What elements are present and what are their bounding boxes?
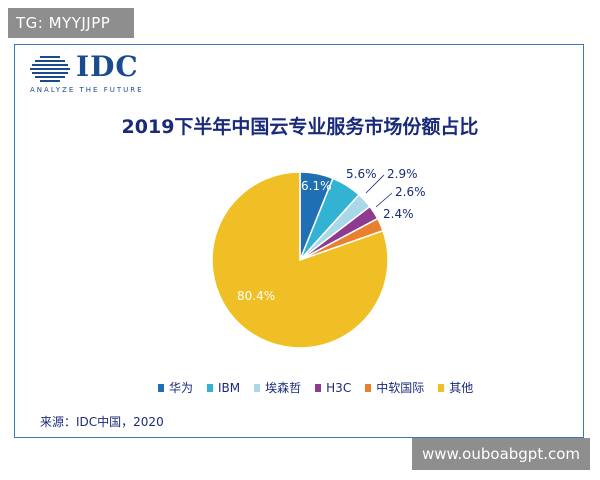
data-label-chinasoft: 2.4% — [383, 207, 414, 221]
legend-label: IBM — [218, 380, 241, 395]
legend-label: 中软国际 — [376, 381, 425, 395]
source-note: 来源：IDC中国，2020 — [40, 415, 164, 429]
idc-logo-tagline: ANALYZE THE FUTURE — [30, 86, 144, 94]
legend-label: H3C — [326, 380, 352, 395]
data-label-accenture: 2.9% — [387, 167, 418, 181]
chart-title: 2019下半年中国云专业服务市场份额占比 — [121, 116, 479, 138]
legend-item-ibm: IBM — [207, 379, 240, 396]
data-label-huawei: 6.1% — [301, 179, 332, 193]
legend-label: 华为 — [169, 381, 194, 395]
legend-swatch — [438, 383, 445, 392]
top-watermark: TG: MYYJJPP — [8, 8, 134, 38]
legend-item-others: 其他 — [438, 379, 473, 396]
pie-slice-others — [211, 171, 389, 349]
data-label-h3c: 2.6% — [395, 185, 426, 199]
idc-globe-icon — [30, 56, 70, 82]
legend-swatch — [207, 383, 214, 392]
legend-item-huawei: 华为 — [158, 379, 193, 396]
legend-label: 其他 — [449, 381, 474, 395]
chart-legend: 华为 IBM 埃森哲 H3C 中软国际 其他 — [158, 379, 473, 396]
legend-item-h3c: H3C — [315, 379, 351, 396]
leader-line-h3c — [375, 192, 393, 208]
data-label-others: 80.4% — [237, 289, 275, 303]
data-label-ibm: 5.6% — [346, 167, 377, 181]
legend-swatch — [158, 383, 164, 392]
bottom-watermark: www.ouboabgpt.com — [412, 438, 590, 470]
idc-logo-text: IDC — [76, 50, 139, 83]
leader-line-accenture — [365, 174, 385, 194]
legend-swatch — [254, 383, 261, 392]
legend-swatch — [365, 383, 372, 392]
legend-item-accenture: 埃森哲 — [254, 379, 301, 396]
legend-item-chinasoft: 中软国际 — [365, 379, 424, 396]
legend-label: 埃森哲 — [265, 381, 302, 395]
legend-swatch — [315, 383, 322, 392]
